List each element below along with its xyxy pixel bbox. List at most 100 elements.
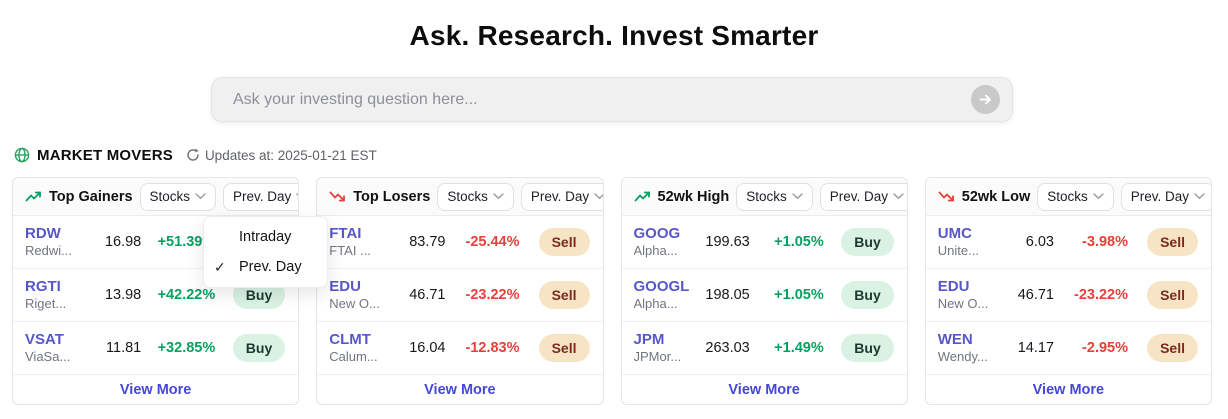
stock-row[interactable]: CLMT Calum... 16.04 -12.83% Sell <box>317 322 603 375</box>
action-badge[interactable]: Sell <box>538 228 590 256</box>
period-filter-label: Prev. Day <box>233 189 292 204</box>
asset-filter-label: Stocks <box>746 189 787 204</box>
card-52wk-low: 52wk Low Stocks Prev. Day UMC Unite... 6… <box>924 177 1212 405</box>
ticker-link[interactable]: GOOG <box>633 224 681 242</box>
menu-item-intraday[interactable]: Intraday <box>204 222 327 252</box>
period-filter-label: Prev. Day <box>530 189 590 204</box>
market-movers-cards: Top Gainers Stocks Prev. Day RDW Redwi..… <box>12 177 1212 405</box>
action-badge[interactable]: Sell <box>1147 228 1198 256</box>
market-movers-heading: MARKET MOVERS <box>37 146 173 164</box>
chevron-down-icon <box>1194 193 1205 200</box>
period-filter-button[interactable]: Prev. Day <box>223 182 299 211</box>
view-more-link[interactable]: View More <box>728 381 800 398</box>
stock-row[interactable]: EDU New O... 46.71 -23.22% Sell <box>317 269 603 322</box>
ticker-link[interactable]: FTAI <box>329 224 362 242</box>
ticker-link[interactable]: EDU <box>329 277 361 295</box>
stock-row[interactable]: GOOG Alpha... 199.63 +1.05% Buy <box>621 216 907 269</box>
action-badge[interactable]: Buy <box>841 281 894 309</box>
card-footer: View More <box>317 375 602 404</box>
card-header: 52wk Low Stocks Prev. Day <box>925 178 1211 216</box>
stock-row[interactable]: JPM JPMor... 263.03 +1.49% Buy <box>621 322 907 375</box>
asset-filter-button[interactable]: Stocks <box>139 182 217 211</box>
ticker-block: UMC Unite... <box>938 224 992 260</box>
ticker-link[interactable]: WEN <box>937 330 973 348</box>
change-percent: -3.98% <box>1082 234 1128 250</box>
view-more-link[interactable]: View More <box>424 381 496 398</box>
asset-filter-label: Stocks <box>149 189 191 204</box>
send-button[interactable] <box>971 85 1000 114</box>
stock-price: 46.71 <box>1017 287 1054 303</box>
ticker-link[interactable]: CLMT <box>329 330 371 348</box>
change-percent: -2.95% <box>1082 340 1128 356</box>
action-cell: Sell <box>520 334 590 362</box>
trend-up-icon <box>25 190 42 203</box>
period-filter-button[interactable]: Prev. Day <box>1120 182 1211 211</box>
change-percent: -25.44% <box>465 234 520 250</box>
card-header: Top Losers Stocks Prev. Day <box>317 178 603 216</box>
company-name: Alpha... <box>633 296 678 312</box>
change-percent: +1.49% <box>774 340 824 356</box>
card-footer: View More <box>13 375 298 404</box>
card-top-gainers: Top Gainers Stocks Prev. Day RDW Redwi..… <box>12 177 300 405</box>
stock-row[interactable]: VSAT ViaSa... 11.81 +32.85% Buy <box>13 322 299 375</box>
change-percent: -12.83% <box>465 340 520 356</box>
ticker-link[interactable]: VSAT <box>25 330 64 348</box>
stock-row[interactable]: GOOGL Alpha... 198.05 +1.05% Buy <box>621 269 907 322</box>
stock-price: 16.04 <box>409 340 446 356</box>
search-input[interactable] <box>211 77 1013 122</box>
action-badge[interactable]: Buy <box>841 334 894 362</box>
stock-row[interactable]: FTAI FTAI ... 83.79 -25.44% Sell <box>317 216 603 269</box>
stock-price: 83.79 <box>409 234 446 250</box>
ticker-link[interactable]: JPM <box>633 330 665 348</box>
card-footer: View More <box>926 375 1211 404</box>
company-name: Riget... <box>25 296 67 312</box>
action-badge[interactable]: Buy <box>232 334 286 362</box>
view-more-link[interactable]: View More <box>119 381 192 398</box>
company-name: Redwi... <box>25 243 72 259</box>
action-cell: Buy <box>824 334 894 362</box>
action-cell: Sell <box>520 281 590 309</box>
view-more-link[interactable]: View More <box>1032 381 1105 398</box>
menu-item-label: Prev. Day <box>239 259 302 275</box>
menu-item-prev-day[interactable]: ✓ Prev. Day <box>204 252 327 282</box>
trend-up-icon <box>634 190 651 203</box>
ticker-link[interactable]: UMC <box>937 224 972 242</box>
change-percent: +1.05% <box>774 287 824 303</box>
ticker-link[interactable]: RDW <box>25 224 61 242</box>
asset-filter-button[interactable]: Stocks <box>1037 182 1114 211</box>
updates-timestamp: Updates at: 2025-01-21 EST <box>204 147 377 163</box>
company-name: ViaSa... <box>25 349 71 365</box>
ticker-block: RDW Redwi... <box>25 224 79 260</box>
action-cell: Buy <box>215 334 286 362</box>
period-filter-button[interactable]: Prev. Day <box>819 182 907 211</box>
chevron-down-icon <box>493 193 504 200</box>
ticker-block: WEN Wendy... <box>938 330 992 366</box>
change-percent: +51.39% <box>157 234 216 250</box>
period-dropdown-menu: Intraday ✓ Prev. Day <box>203 216 328 288</box>
action-badge[interactable]: Sell <box>538 334 590 362</box>
asset-filter-button[interactable]: Stocks <box>736 182 813 211</box>
company-name: Calum... <box>329 349 378 365</box>
stock-row[interactable]: EDU New O... 46.71 -23.22% Sell <box>925 269 1211 322</box>
action-badge[interactable]: Sell <box>538 281 590 309</box>
stock-price: 11.81 <box>106 340 142 356</box>
ticker-link[interactable]: RGTI <box>25 277 61 295</box>
action-badge[interactable]: Sell <box>1147 334 1198 362</box>
action-badge[interactable]: Sell <box>1147 281 1198 309</box>
stock-price: 13.98 <box>104 287 142 303</box>
ticker-block: JPM JPMor... <box>634 330 688 366</box>
trend-down-icon <box>329 190 346 203</box>
ticker-block: EDU New O... <box>938 277 992 313</box>
ticker-link[interactable]: GOOGL <box>633 277 690 295</box>
asset-filter-button[interactable]: Stocks <box>437 182 514 211</box>
stock-price: 199.63 <box>705 234 750 250</box>
ticker-link[interactable]: EDU <box>937 277 970 295</box>
action-badge[interactable]: Buy <box>841 228 894 256</box>
stock-row[interactable]: WEN Wendy... 14.17 -2.95% Sell <box>925 322 1211 375</box>
chevron-down-icon <box>1093 193 1104 200</box>
ticker-block: GOOGL Alpha... <box>633 277 690 313</box>
refresh-icon[interactable] <box>186 148 200 162</box>
period-filter-button[interactable]: Prev. Day <box>520 182 603 211</box>
stock-row[interactable]: UMC Unite... 6.03 -3.98% Sell <box>925 216 1211 269</box>
card-header: 52wk High Stocks Prev. Day <box>621 178 907 216</box>
